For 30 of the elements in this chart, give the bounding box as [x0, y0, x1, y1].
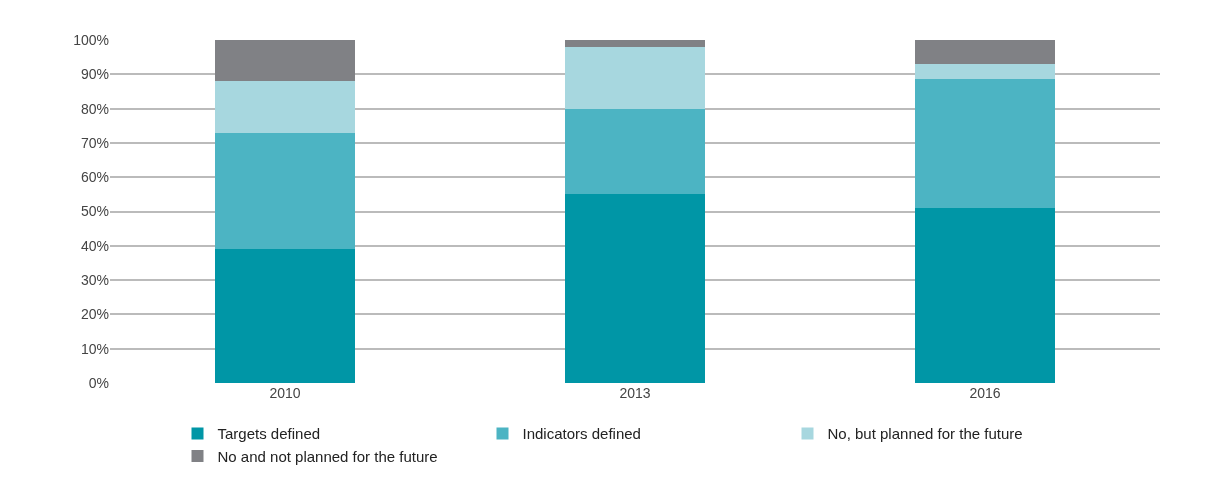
legend-label: No, but planned for the future — [827, 425, 1023, 443]
legend-label: Targets defined — [217, 425, 321, 443]
x-tick-label: 2016 — [969, 385, 1001, 401]
x-tick-label: 2013 — [619, 385, 651, 401]
y-tick-label: 90% — [80, 66, 109, 83]
legend-label: Indicators defined — [522, 425, 641, 443]
bar — [215, 81, 355, 133]
y-tick-label: 10% — [80, 340, 109, 357]
y-tick-label: 60% — [80, 169, 109, 186]
bar — [215, 40, 355, 82]
x-tick-label: 2010 — [269, 385, 301, 401]
bar — [565, 40, 705, 47]
bar — [915, 79, 1055, 209]
y-tick-label: 0% — [88, 374, 109, 391]
y-tick-label: 100% — [73, 31, 109, 48]
bar — [915, 208, 1055, 383]
y-tick-label: 20% — [80, 306, 109, 323]
y-tick-label: 30% — [80, 272, 109, 288]
bar — [565, 194, 705, 383]
y-tick-label: 80% — [80, 100, 109, 117]
bar — [215, 132, 355, 250]
y-tick-label: 50% — [80, 203, 109, 220]
bar — [915, 64, 1055, 80]
bar — [565, 108, 705, 195]
bar — [215, 249, 355, 383]
y-tick-label: 70% — [80, 134, 109, 151]
legend-label: No and not planned for the future — [217, 447, 438, 465]
bar — [915, 40, 1055, 65]
bar — [565, 46, 705, 109]
y-tick-label: 40% — [80, 237, 109, 254]
